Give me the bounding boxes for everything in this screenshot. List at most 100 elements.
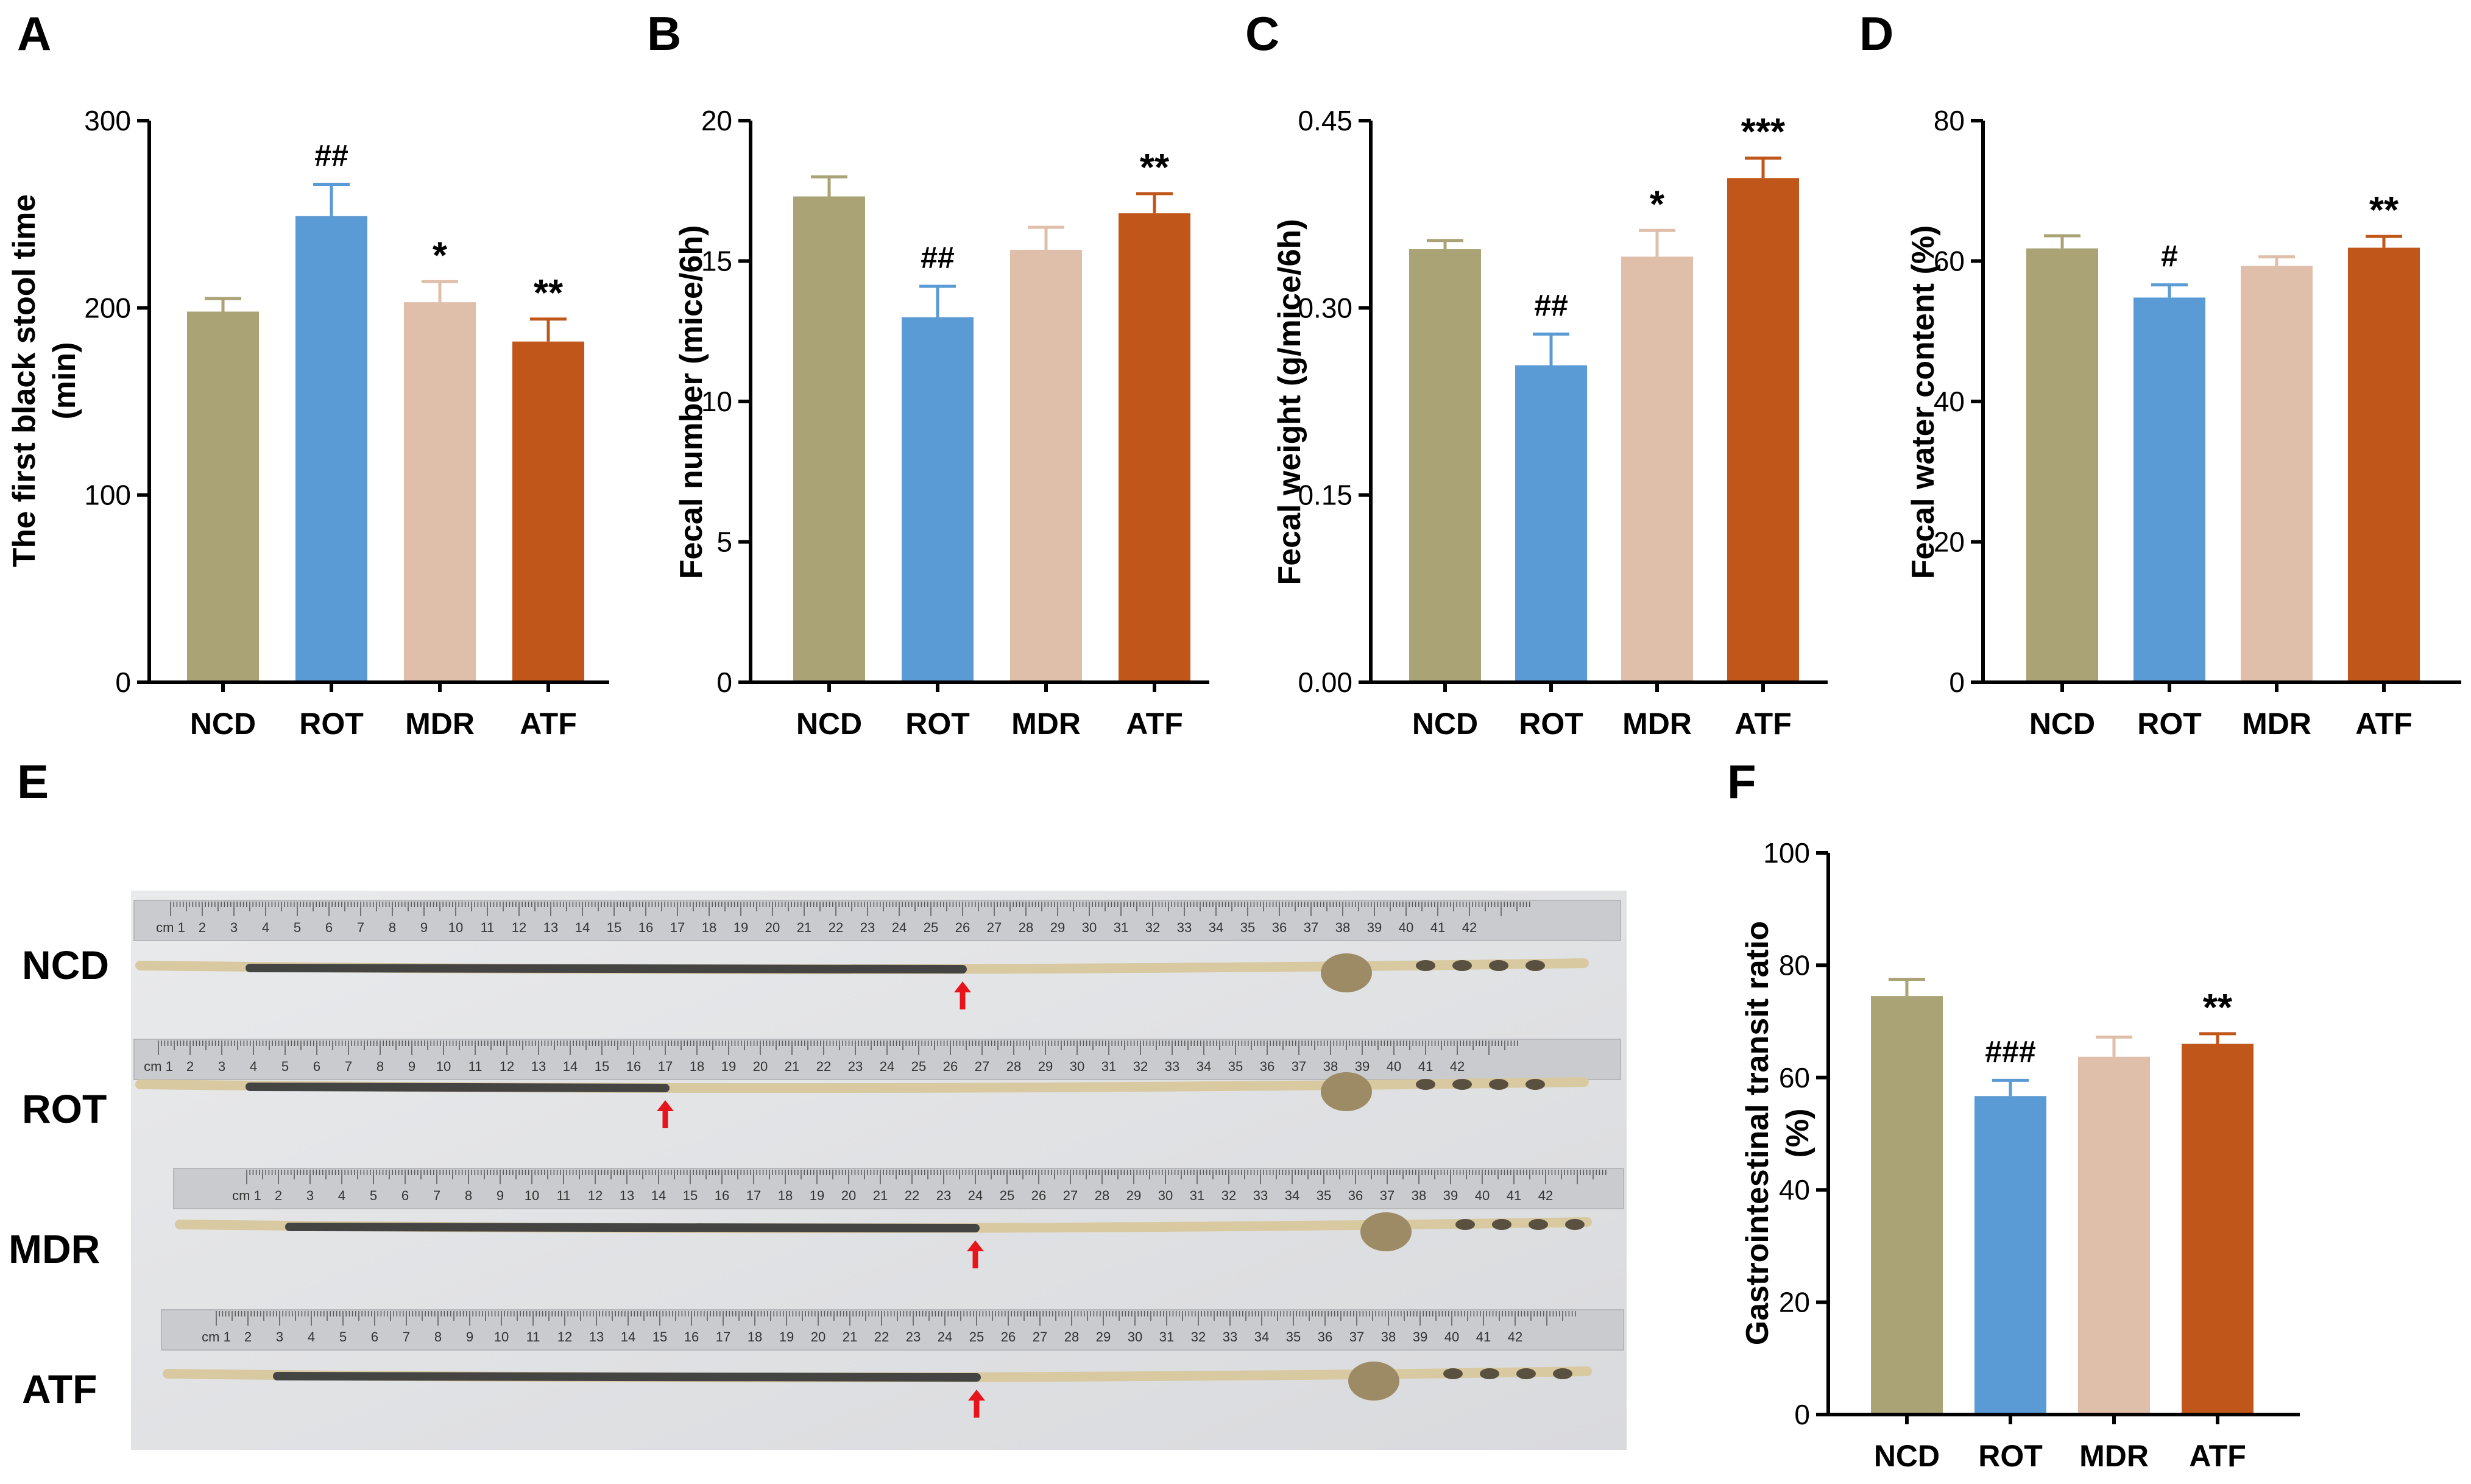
ruler-number: cm 1	[202, 1329, 231, 1344]
category-label-rot: ROT	[905, 707, 970, 741]
ruler-number: 14	[651, 1188, 666, 1203]
ruler-number: 19	[734, 920, 748, 935]
bar-chart-fecal-weight: NCD ## ROT * MDR *** ATF 0.00 0.15 0.30 0.45 Fecal …	[1272, 105, 1828, 741]
ruler-number: 21	[785, 1059, 799, 1074]
ruler-number: 36	[1318, 1329, 1332, 1344]
y-axis-title: Fecal water content (%)	[1906, 225, 1941, 579]
ruler-number: 42	[1450, 1059, 1465, 1074]
ruler-number: 41	[1507, 1188, 1521, 1203]
ruler-number: 20	[753, 1059, 768, 1074]
ruler-number: 13	[589, 1329, 604, 1344]
bar-rot	[1515, 365, 1587, 682]
ink-segment-atf	[273, 1372, 981, 1382]
ruler-number: 17	[716, 1329, 730, 1344]
ruler-number: 37	[1292, 1059, 1306, 1074]
ruler-number: 30	[1158, 1188, 1173, 1203]
y-axis-title: (%)	[1780, 1109, 1815, 1158]
ruler-number: 38	[1381, 1329, 1396, 1344]
ruler-number: 7	[403, 1329, 410, 1344]
significance-atf: **	[534, 272, 564, 314]
ruler-number: 30	[1070, 1059, 1084, 1074]
ruler-number: 9	[408, 1059, 415, 1074]
ruler-number: 6	[371, 1329, 378, 1344]
ruler-number: 5	[294, 920, 301, 935]
ruler-number: 35	[1286, 1329, 1301, 1344]
fecal-pellet	[1416, 1079, 1435, 1090]
ruler-number: 37	[1304, 920, 1318, 935]
y-tick-label: 200	[84, 292, 131, 323]
ruler-number: 27	[987, 920, 1002, 935]
panel-letter-f: F	[1727, 755, 1756, 808]
ruler-number: 18	[748, 1329, 762, 1344]
category-label-atf: ATF	[1734, 707, 1791, 741]
ruler-number: 40	[1475, 1188, 1490, 1203]
panel-letter-c: C	[1245, 7, 1279, 60]
significance-rot: ###	[1985, 1034, 2035, 1069]
ink-front-arrowhead-mdr	[967, 1240, 984, 1251]
ruler-number: 7	[433, 1188, 440, 1203]
y-tick-label: 0.15	[1298, 479, 1352, 511]
ruler-number: 40	[1444, 1329, 1459, 1344]
ruler-number: 9	[497, 1188, 504, 1203]
ruler-number: 36	[1260, 1059, 1274, 1074]
ruler-number: 20	[841, 1188, 856, 1203]
ruler-number: 15	[652, 1329, 667, 1344]
category-label-atf: ATF	[2355, 707, 2412, 741]
ruler-number: 13	[543, 920, 558, 935]
ruler-number: 38	[1412, 1188, 1426, 1203]
ruler-number: 13	[620, 1188, 634, 1203]
ruler-number: 27	[975, 1059, 989, 1074]
intestine-photo: cm 1 2 3 4 5 6 7 8 9 10 11 12 13 14 15 16 17 18 19 20 21 22 23…	[131, 891, 1627, 1450]
bar-rot	[902, 317, 974, 682]
ruler-number: 16	[715, 1188, 729, 1203]
bar-mdr	[404, 302, 476, 682]
fecal-pellet	[1516, 1368, 1536, 1379]
ruler-number: 30	[1082, 920, 1097, 935]
y-tick-label: 0	[716, 666, 732, 698]
ruler-number: 40	[1387, 1059, 1401, 1074]
y-axis-title: Gastrointestinal transit ratio	[1740, 921, 1775, 1345]
significance-atf: **	[1140, 147, 1170, 189]
ruler-number: 11	[468, 1059, 483, 1074]
ink-segment-rot	[246, 1083, 670, 1092]
ruler-number: 3	[218, 1059, 225, 1074]
ruler-mdr	[173, 1168, 1624, 1209]
bar-atf	[2348, 247, 2420, 682]
category-label-rot: ROT	[2137, 707, 2202, 741]
ruler-number: 32	[1191, 1329, 1206, 1344]
y-tick-label: 40	[1934, 386, 1965, 417]
ruler-number: 31	[1114, 920, 1128, 935]
ruler-number: 10	[494, 1329, 509, 1344]
y-tick-label: 40	[1779, 1174, 1810, 1206]
ruler-number: 34	[1285, 1188, 1299, 1203]
ruler-number: 21	[843, 1329, 857, 1344]
ink-segment-mdr	[285, 1223, 980, 1232]
significance-mdr: *	[1650, 183, 1665, 225]
ruler-number: 3	[276, 1329, 283, 1344]
fecal-pellet	[1525, 960, 1545, 971]
ruler-number: 9	[466, 1329, 473, 1344]
ruler-number: 25	[1000, 1188, 1014, 1203]
category-label-atf: ATF	[2189, 1439, 2246, 1473]
category-label-ncd: NCD	[796, 707, 862, 741]
ruler-number: 3	[230, 920, 238, 935]
ruler-number: 32	[1133, 1059, 1148, 1074]
y-tick-label: 20	[701, 105, 732, 136]
ink-segment-ncd	[246, 964, 967, 973]
ruler-number: 19	[721, 1059, 736, 1074]
ruler-number: 14	[621, 1329, 635, 1344]
ink-front-arrowhead-ncd	[954, 981, 971, 992]
y-tick-label: 60	[1779, 1062, 1810, 1094]
category-label-ncd: NCD	[2029, 707, 2095, 741]
ruler-number: 26	[943, 1059, 958, 1074]
bar-chart-fecal-number: NCD ## ROT MDR ** ATF 0 5 10 15 20 Fecal number (mi…	[674, 105, 1209, 741]
ruler-number: 28	[1095, 1188, 1109, 1203]
fecal-pellet	[1416, 960, 1435, 971]
fecal-pellet	[1452, 960, 1472, 971]
bar-rot	[295, 216, 367, 682]
bar-ncd	[1871, 996, 1943, 1415]
ruler-number: 8	[376, 1059, 384, 1074]
ruler-number: 29	[1050, 920, 1065, 935]
bar-ncd	[1409, 249, 1481, 683]
